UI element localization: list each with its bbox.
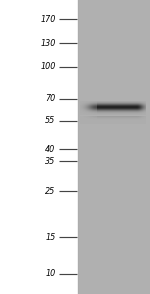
Text: 10: 10 [45, 269, 56, 278]
Text: 170: 170 [40, 14, 56, 24]
Text: 130: 130 [40, 39, 56, 48]
Text: 100: 100 [40, 62, 56, 71]
Text: 15: 15 [45, 233, 56, 242]
Bar [78, 0, 150, 294]
Text: 40: 40 [45, 145, 56, 154]
Text: 70: 70 [45, 94, 56, 103]
Text: 55: 55 [45, 116, 56, 125]
Text: 35: 35 [45, 157, 56, 166]
Text: 25: 25 [45, 187, 56, 196]
Bar [0, 0, 78, 294]
